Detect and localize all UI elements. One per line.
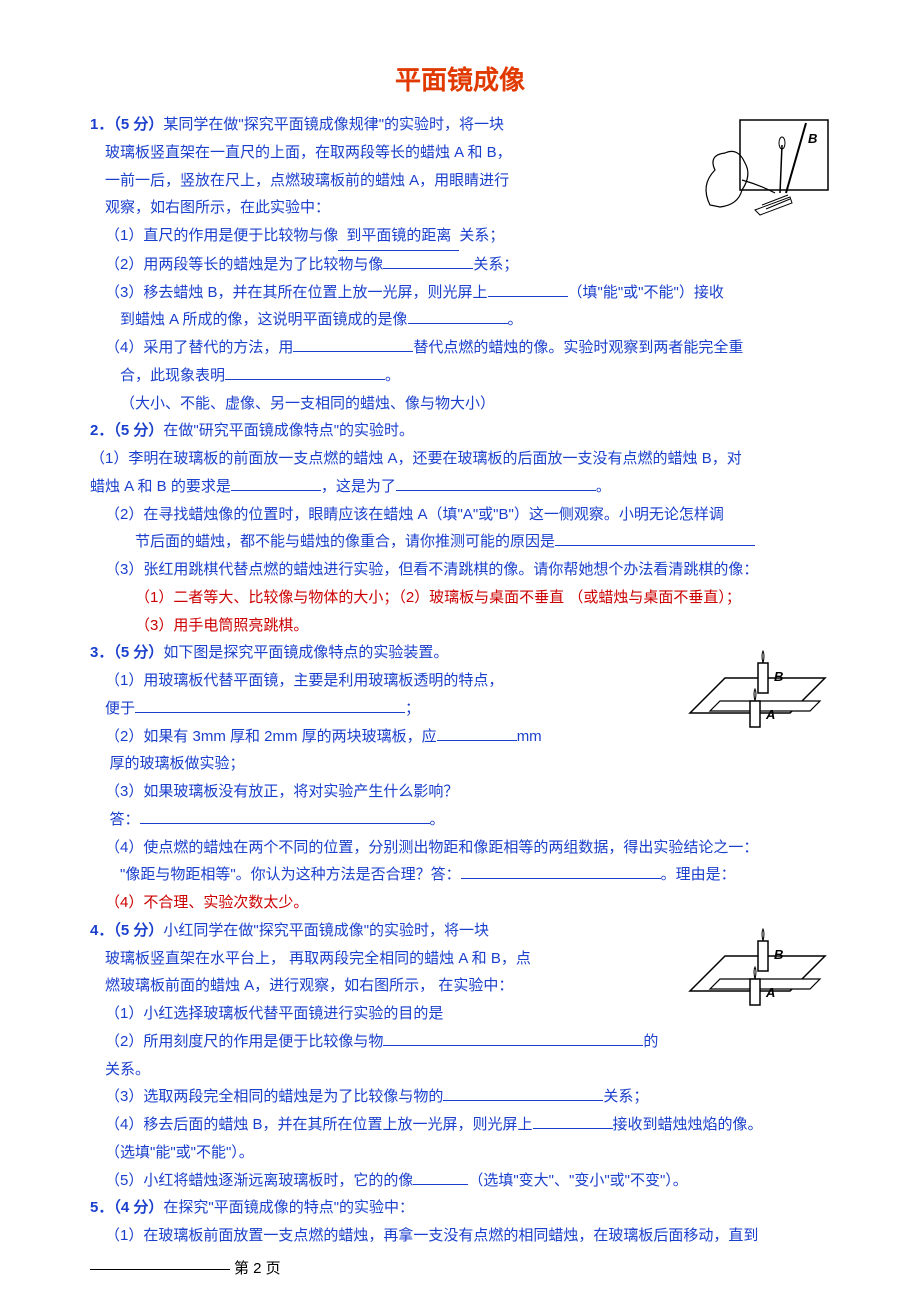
fig1-label-b: B: [808, 131, 817, 146]
q2-sub3: （3）张红用跳棋代替点燃的蜡烛进行实验，但看不清跳棋的像。请你帮她想个办法看清跳…: [90, 556, 830, 584]
q3-diagram-svg: B A: [680, 643, 830, 753]
q3-sub4: （4）使点燃的蜡烛在两个不同的位置，分别测出物距和像距相等的两组数据，得出实验结…: [90, 834, 830, 862]
q3-sub4-line2: "像距与物距相等"。你认为这种方法是否合理？答：。理由是：: [90, 861, 830, 889]
q2-sub2: （2）在寻找蜡烛像的位置时，眼睛应该在蜡烛 A（填"A"或"B"）这一侧观察。小…: [90, 501, 830, 529]
content-area: B 1．（5 分）某同学在做"探究平面镜成像规律"的实验时，将一块 玻璃板竖直架…: [90, 111, 830, 1250]
q4-sub5: （5）小红将蜡烛逐渐远离玻璃板时，它的的像（选填"变大"、"变小"或"不变"）。: [90, 1167, 830, 1195]
q4-sub2: （2）所用刻度尺的作用是便于比较像与物的关系。: [90, 1028, 830, 1084]
q3-answer: （4）不合理、实验次数太少。: [90, 889, 830, 917]
q1-answer-note: （大小、不能、虚像、另一支相同的蜡烛、像与物大小）: [90, 390, 830, 418]
fig3-label-a: A: [765, 707, 775, 722]
footer-page-number: 第 2 页: [234, 1260, 281, 1277]
q3-sub2-line2: 厚的玻璃板做实验；: [90, 750, 830, 778]
q4-sub3: （3）选取两段完全相同的蜡烛是为了比较像与物的关系；: [90, 1083, 830, 1111]
fig4-label-b: B: [774, 947, 783, 962]
page-footer: 第 2 页: [90, 1257, 830, 1278]
q1-sub2: （2）用两段等长的蜡烛是为了比较物与像关系；: [90, 251, 830, 279]
q2-head: 2．（5 分）在做"研究平面镜成像特点"的实验时。: [90, 417, 830, 445]
q2-sub1-line2: 蜡烛 A 和 B 的要求是，这是为了。: [90, 473, 830, 501]
q1-sub4: （4）采用了替代的方法，用替代点燃的蜡烛的像。实验时观察到两者能完全重: [90, 334, 830, 362]
figure-q3: B A: [680, 643, 830, 753]
q2-answer-2: （3）用手电筒照亮跳棋。: [90, 612, 830, 640]
q2-sub1: （1）李明在玻璃板的前面放一支点燃的蜡烛 A，还要在玻璃板的后面放一支没有点燃的…: [90, 445, 830, 473]
fig4-label-a: A: [765, 985, 775, 1000]
q1-sub3-line2: 到蜡烛 A 所成的像，这说明平面镜成的是像。: [90, 306, 830, 334]
q5-sub1: （1）在玻璃板前面放置一支点燃的蜡烛，再拿一支没有点燃的相同蜡烛，在玻璃板后面移…: [90, 1222, 830, 1250]
q1-sub1: （1）直尺的作用是便于比较物与像到平面镜的距离关系；: [90, 222, 830, 251]
q1-sub3: （3）移去蜡烛 B，并在其所在位置上放一光屏，则光屏上（填"能"或"不能"）接收: [90, 279, 830, 307]
figure-q4: B A: [680, 921, 830, 1031]
q2-sub2-line2: 节后面的蜡烛，都不能与蜡烛的像重合，请你推测可能的原因是: [90, 528, 830, 556]
q1-diagram-svg: B: [690, 115, 830, 225]
q3-sub3: （3）如果玻璃板没有放正，将对实验产生什么影响？: [90, 778, 830, 806]
footer-rule: [90, 1269, 230, 1270]
figure-q1: B: [690, 115, 830, 225]
fig3-label-b: B: [774, 669, 783, 684]
q4-sub4: （4）移去后面的蜡烛 B，并在其所在位置上放一光屏，则光屏上接收到蜡烛烛焰的像。: [90, 1111, 830, 1139]
q4-sub4-line2: （选填"能"或"不能"）。: [90, 1139, 830, 1167]
q5-head: 5．（4 分）在探究"平面镜成像的特点"的实验中：: [90, 1194, 830, 1222]
q1-sub4-line2: 合，此现象表明。: [90, 362, 830, 390]
q3-sub3-line2: 答：。: [90, 806, 830, 834]
q2-answer-1: （1）二者等大、比较像与物体的大小；（2）玻璃板与桌面不垂直 （或蜡烛与桌面不垂…: [90, 584, 830, 612]
q4-diagram-svg: B A: [680, 921, 830, 1031]
page-title: 平面镜成像: [90, 60, 830, 97]
